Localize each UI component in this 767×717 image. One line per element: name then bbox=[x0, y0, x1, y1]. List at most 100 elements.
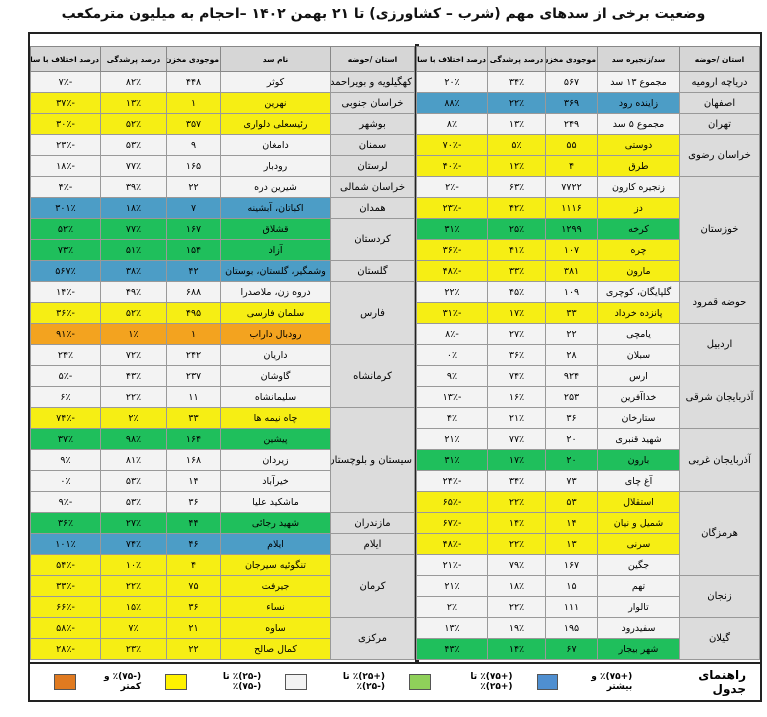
fill-percent-cell: ۴۹٪ bbox=[100, 281, 167, 303]
table-row: چره ۱۰۷ ۴۱٪ -۳۶٪ bbox=[416, 239, 760, 261]
diff-percent-cell: ۶٪ bbox=[30, 386, 101, 408]
dam-name: ارس bbox=[597, 365, 680, 387]
dam-name: زاینده رود bbox=[597, 92, 680, 114]
table-row: مرکزی ساوه ۲۱ ۷٪ -۵۸٪ bbox=[30, 617, 415, 660]
dam-name: شهید رجائی bbox=[220, 512, 331, 534]
legend: راهنمای جدول (+۷۵)٪ و بیشتر (+۷۵)٪ تا (+۲… bbox=[30, 662, 760, 700]
fill-percent-cell: ۲۲٪ bbox=[487, 533, 546, 555]
diff-percent-cell: ۲۱٪ bbox=[416, 575, 488, 597]
fill-percent-cell: ۸۲٪ bbox=[100, 71, 167, 93]
fill-percent-cell: ۲۲٪ bbox=[100, 575, 167, 597]
dam-name: سلیمانشاه bbox=[220, 386, 331, 408]
storage-cell: ۱۱ bbox=[166, 386, 221, 408]
fill-percent-cell: ۳۸٪ bbox=[100, 260, 167, 282]
table-row: تهران مجموع ۵ سد ۲۴۹ ۱۳٪ ۸٪ bbox=[416, 113, 760, 135]
table-row: مازندران شهید رجائی ۴۴ ۲۷٪ ۳۶٪ bbox=[30, 512, 415, 534]
table-row: رودبال داراب ۱ ۱٪ -۹۱٪ bbox=[30, 323, 415, 345]
fill-percent-cell: ۱۴٪ bbox=[487, 638, 546, 660]
table-row: هرمزگان استقلال ۵۳ ۲۲٪ -۶۵٪ bbox=[416, 491, 760, 576]
table-row: کرمانشاه داریان ۲۴۲ ۷۲٪ ۲۴٪ bbox=[30, 344, 415, 408]
province-cell: بوشهر bbox=[330, 113, 415, 135]
province-cell: فارس bbox=[330, 281, 415, 345]
table-row: ماشکید علیا ۳۶ ۵۳٪ -۹٪ bbox=[30, 491, 415, 513]
storage-cell: ۳۵۷ bbox=[166, 113, 221, 135]
diff-percent-cell: -۶۶٪ bbox=[30, 596, 101, 618]
dam-name: یامچی bbox=[597, 323, 680, 345]
fill-percent-cell: ۲٪ bbox=[100, 407, 167, 429]
fill-percent-cell: ۲۲٪ bbox=[100, 386, 167, 408]
diff-percent-cell: ۰٪ bbox=[30, 470, 101, 492]
dams-report: استان /حوضه نام سد موجودی مخزن درصد پرشدگی د… bbox=[28, 32, 762, 702]
fill-percent-cell: ۱۳٪ bbox=[487, 113, 546, 135]
dam-name: مجموع ۱۳ سد bbox=[597, 71, 680, 93]
fill-percent-cell: ۷٪ bbox=[100, 617, 167, 639]
diff-percent-cell: ۳۰۱٪ bbox=[30, 197, 101, 219]
storage-cell: ۷ bbox=[166, 197, 221, 219]
dam-name: نساء bbox=[220, 596, 331, 618]
header-dam-name: سد/زنجیره سد bbox=[597, 46, 680, 72]
storage-cell: ۷۳ bbox=[545, 470, 598, 492]
table-row: بارون ۲۰ ۱۷٪ ۳۱٪ bbox=[416, 449, 760, 471]
diff-percent-cell: -۷٪ bbox=[30, 71, 101, 93]
storage-cell: ۱۳ bbox=[545, 533, 598, 555]
diff-percent-cell: ۵۲٪ bbox=[30, 218, 101, 240]
storage-cell: ۱۶۴ bbox=[166, 428, 221, 450]
legend-title: راهنمای جدول bbox=[698, 668, 746, 696]
storage-cell: ۴ bbox=[545, 155, 598, 177]
fill-percent-cell: ۷۴٪ bbox=[487, 365, 546, 387]
province-cell: همدان bbox=[330, 197, 415, 219]
fill-percent-cell: ۱۹٪ bbox=[487, 617, 546, 639]
dam-name: رئیسعلی دلواری bbox=[220, 113, 331, 135]
legend-swatch bbox=[54, 674, 76, 690]
province-cell: گیلان bbox=[679, 617, 760, 660]
province-cell: حوضه قمرود bbox=[679, 281, 760, 324]
fill-percent-cell: ۱۴٪ bbox=[487, 512, 546, 534]
province-cell: مرکزی bbox=[330, 617, 415, 660]
dam-name: دز bbox=[597, 197, 680, 219]
province-cell: زنجان bbox=[679, 575, 760, 618]
fill-percent-cell: ۱٪ bbox=[100, 323, 167, 345]
fill-percent-cell: ۲۳٪ bbox=[100, 638, 167, 660]
diff-percent-cell: -۳۱٪ bbox=[416, 302, 488, 324]
dam-name: وشمگیر، گلستان، بوستان bbox=[220, 260, 331, 282]
fill-percent-cell: ۳۴٪ bbox=[487, 71, 546, 93]
diff-percent-cell: -۵۴٪ bbox=[30, 554, 101, 576]
storage-cell: ۱۰۹ bbox=[545, 281, 598, 303]
fill-percent-cell: ۵۲٪ bbox=[100, 302, 167, 324]
province-cell: آذربایجان غربی bbox=[679, 428, 760, 492]
table-row: شهر بیجار ۶۷ ۱۴٪ ۴۳٪ bbox=[416, 638, 760, 660]
fill-percent-cell: ۵۳٪ bbox=[100, 470, 167, 492]
fill-percent-cell: ۱۷٪ bbox=[487, 302, 546, 324]
legend-label: (+۲۵)٪ تا (-۲۵)٪ bbox=[342, 672, 385, 692]
fill-percent-cell: ۷۷٪ bbox=[100, 218, 167, 240]
diff-percent-cell: ۷۳٪ bbox=[30, 239, 101, 261]
storage-cell: ۱۵ bbox=[545, 575, 598, 597]
storage-cell: ۲۲ bbox=[545, 323, 598, 345]
storage-cell: ۵۶۷ bbox=[545, 71, 598, 93]
fill-percent-cell: ۷۷٪ bbox=[487, 428, 546, 450]
diff-percent-cell: ۰٪ bbox=[416, 344, 488, 366]
storage-cell: ۱۶۸ bbox=[166, 449, 221, 471]
province-cell: سمنان bbox=[330, 134, 415, 156]
dam-name: جیرفت bbox=[220, 575, 331, 597]
table-row: آغ چای ۷۳ ۳۴٪ -۲۴٪ bbox=[416, 470, 760, 492]
fill-percent-cell: ۵۱٪ bbox=[100, 239, 167, 261]
table-row: مارون ۳۸۱ ۳۳٪ -۴۸٪ bbox=[416, 260, 760, 282]
storage-cell: ۴۶ bbox=[166, 533, 221, 555]
diff-percent-cell: -۵٪ bbox=[30, 365, 101, 387]
diff-percent-cell: ۸٪ bbox=[416, 113, 488, 135]
storage-cell: ۳۶۹ bbox=[545, 92, 598, 114]
diff-percent-cell: ۲۱٪ bbox=[416, 428, 488, 450]
province-cell: خوزستان bbox=[679, 176, 760, 282]
dam-name: سلمان فارسی bbox=[220, 302, 331, 324]
diff-percent-cell: ۹٪ bbox=[30, 449, 101, 471]
header-row: استان /حوضه سد/زنجیره سد موجودی مخزن درصد پ… bbox=[416, 46, 760, 72]
diff-percent-cell: -۹٪ bbox=[30, 491, 101, 513]
table-row: دز ۱۱۱۶ ۴۲٪ -۲۳٪ bbox=[416, 197, 760, 219]
fill-percent-cell: ۴۵٪ bbox=[487, 281, 546, 303]
legend-item: (+۲۵)٪ تا (-۲۵)٪ bbox=[285, 672, 385, 692]
dam-name: سبلان bbox=[597, 344, 680, 366]
storage-cell: ۳۶ bbox=[166, 596, 221, 618]
dam-name: سرنی bbox=[597, 533, 680, 555]
storage-cell: ۱۵۴ bbox=[166, 239, 221, 261]
